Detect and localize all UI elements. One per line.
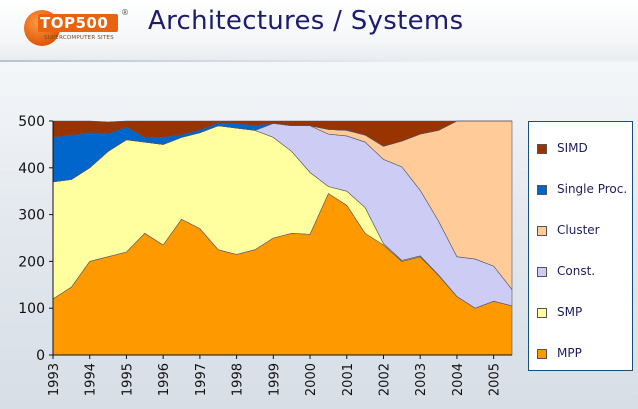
legend-label: Single Proc. xyxy=(557,182,628,196)
x-tick-label: 2002 xyxy=(378,363,393,396)
area-series-simd xyxy=(52,120,512,147)
logo-text: TOP500 xyxy=(40,14,109,32)
x-tick-label: 1993 xyxy=(47,363,62,396)
y-tick-label: 200 xyxy=(18,254,45,270)
chart-axes: 0 100 200 300 400 500 1993 1994 1995 1996 1997 1998… xyxy=(18,114,512,396)
y-tick-label: 0 xyxy=(36,348,45,364)
header-divider xyxy=(0,60,638,62)
x-tick-label: 2004 xyxy=(451,363,466,396)
x-tick-label: 2005 xyxy=(488,363,503,396)
y-tick-label: 500 xyxy=(18,114,45,130)
top500-logo: TOP500 ® SUPERCOMPUTER SITES xyxy=(24,8,142,48)
y-tick-label: 300 xyxy=(18,208,45,224)
area-layers xyxy=(52,120,513,356)
y-tick-label: 100 xyxy=(18,301,45,317)
logo-registered-mark: ® xyxy=(121,8,129,17)
x-tick-label: 2003 xyxy=(414,363,429,396)
legend-label: SMP xyxy=(557,305,583,319)
x-tick-label: 1998 xyxy=(231,363,246,396)
legend-swatch xyxy=(537,308,547,318)
x-tick-label: 1994 xyxy=(84,363,99,396)
legend-swatch xyxy=(537,185,547,195)
legend-swatch xyxy=(537,349,547,359)
logo-bar xyxy=(38,14,118,32)
legend-swatch xyxy=(537,144,547,154)
legend-swatch xyxy=(537,267,547,277)
legend-label: Const. xyxy=(557,264,596,278)
logo-subtitle: SUPERCOMPUTER SITES xyxy=(44,35,114,41)
x-tick-label: 1999 xyxy=(267,363,282,396)
page-title: Architectures / Systems xyxy=(148,6,464,36)
x-tick-label: 2001 xyxy=(341,363,356,396)
legend-label: SIMD xyxy=(557,141,588,155)
chart-legend: SIMD Single Proc. Cluster Const. SMP MPP xyxy=(528,121,633,371)
x-tick-label: 1995 xyxy=(120,363,135,396)
legend-swatch xyxy=(537,226,547,236)
legend-label: Cluster xyxy=(557,223,600,237)
legend-label: MPP xyxy=(557,346,582,360)
x-tick-label: 2000 xyxy=(304,363,319,396)
x-tick-label: 1996 xyxy=(157,363,172,396)
y-tick-label: 400 xyxy=(18,161,45,177)
x-tick-label: 1997 xyxy=(194,363,209,396)
